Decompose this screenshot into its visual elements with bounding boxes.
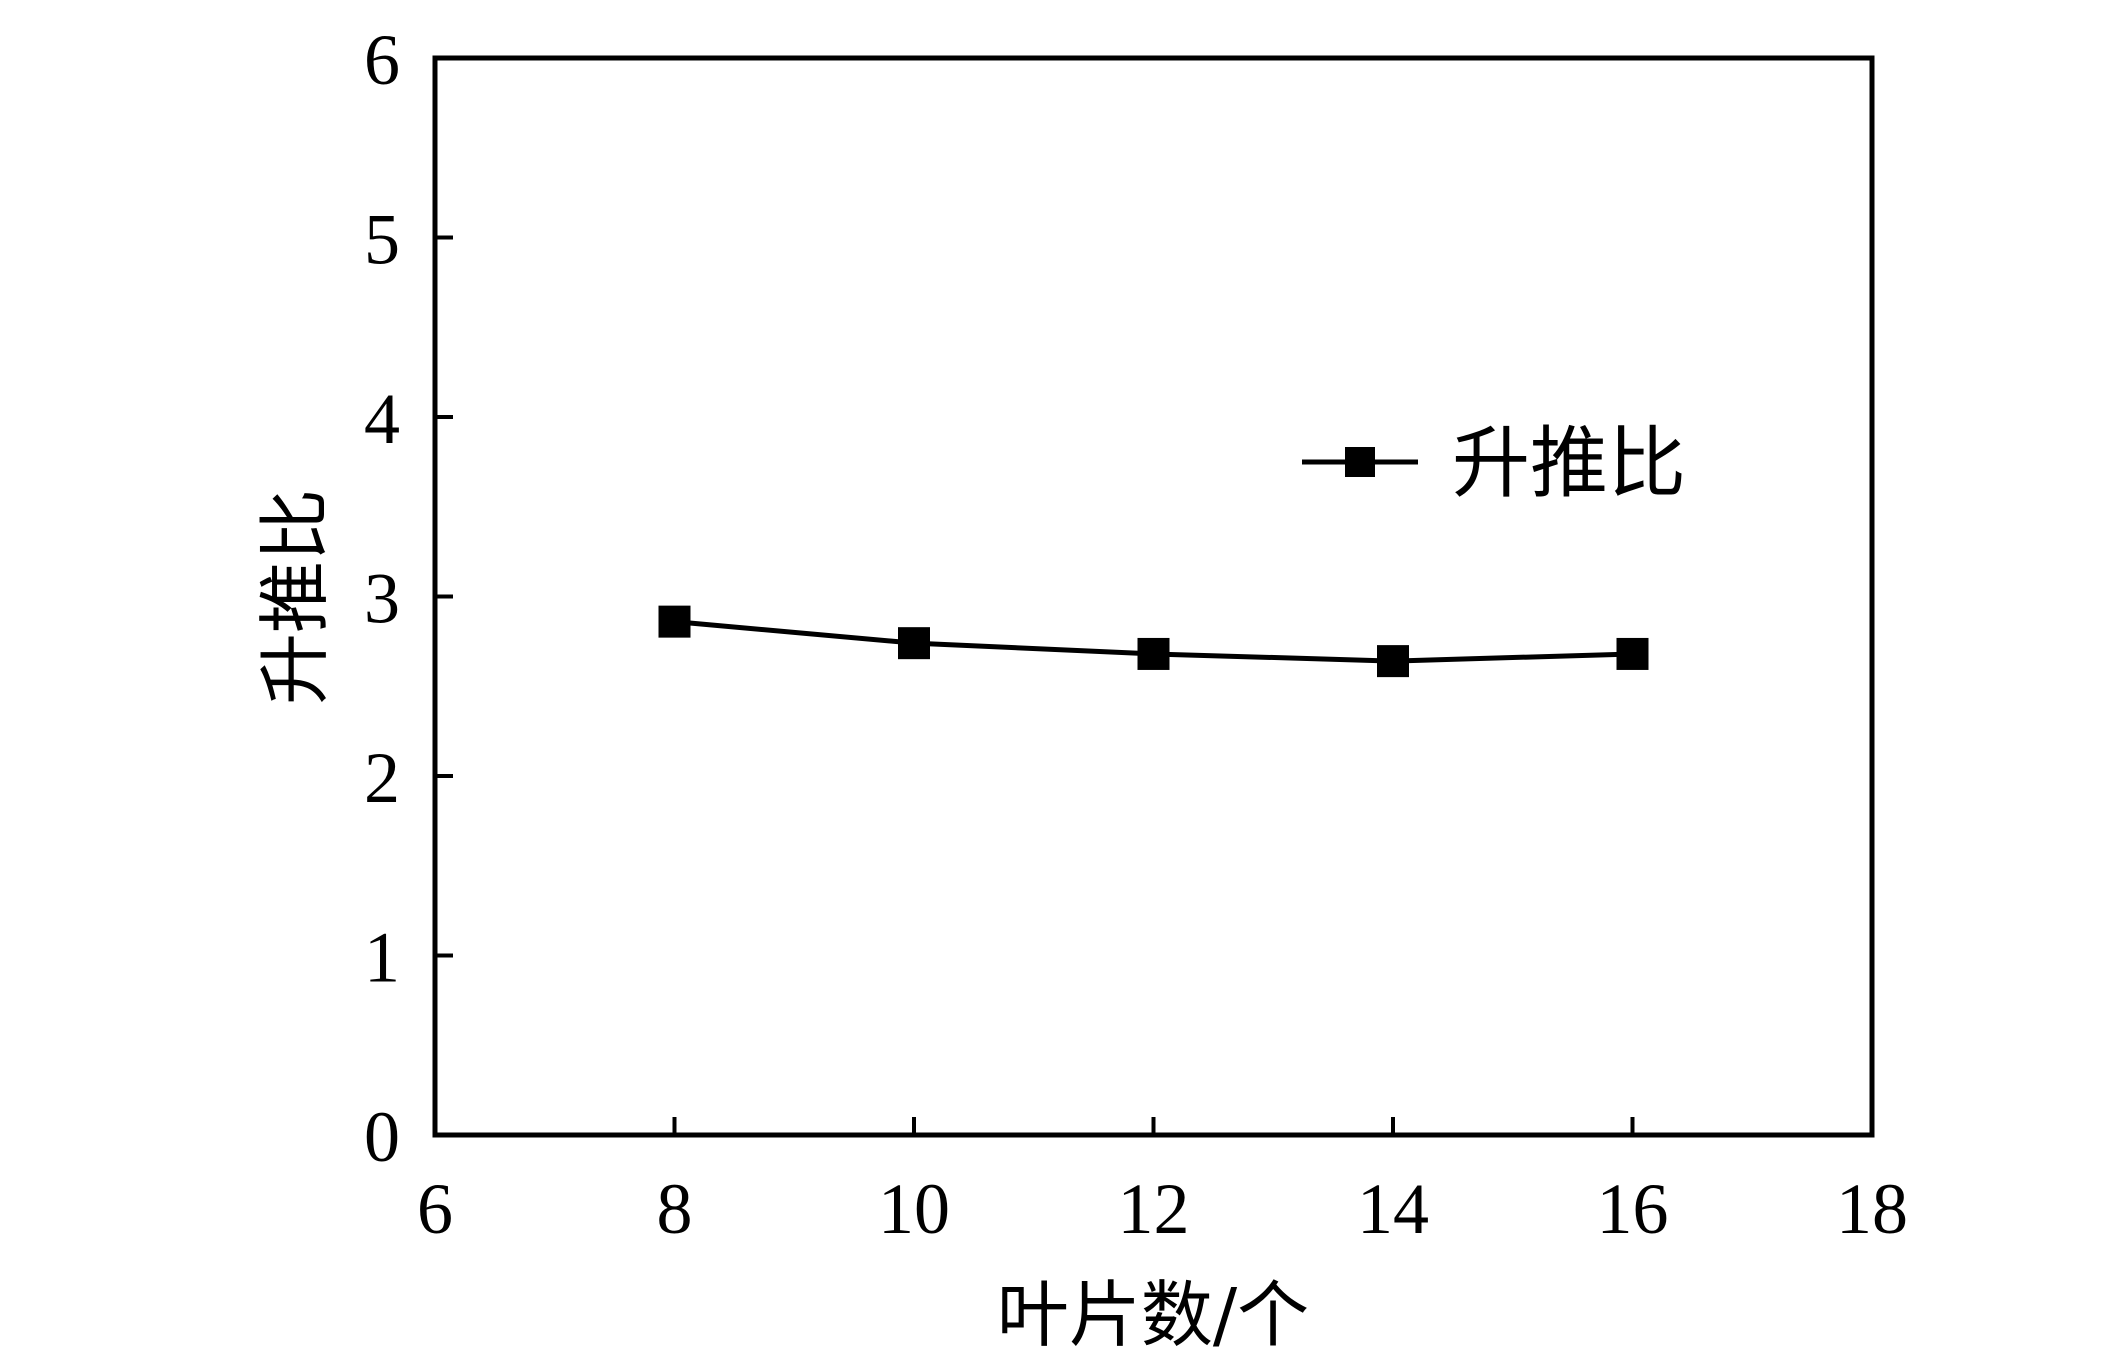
- legend: 升推比: [1302, 419, 1686, 509]
- data-point: [1377, 645, 1409, 678]
- y-tick-label: 0: [364, 1097, 400, 1177]
- y-tick-label: 4: [364, 379, 400, 459]
- data-point: [658, 605, 691, 638]
- x-tick-label: 12: [1118, 1169, 1190, 1249]
- y-axis-title: 升推比: [253, 489, 337, 705]
- x-tick-label: 8: [657, 1169, 693, 1249]
- x-axis: 6 8 10 12 14 16 18: [417, 1117, 1908, 1249]
- y-tick-label: 5: [364, 200, 400, 280]
- x-tick-label: 10: [878, 1169, 950, 1249]
- x-tick-label: 18: [1836, 1169, 1908, 1249]
- y-axis: 0 1 2 3 4 5 6: [364, 20, 453, 1177]
- x-axis-title: 叶片数/个: [997, 1273, 1309, 1357]
- y-tick-label: 3: [364, 559, 400, 639]
- data-point: [1137, 637, 1170, 670]
- legend-label: 升推比: [1452, 419, 1686, 509]
- data-point: [1616, 637, 1649, 670]
- y-tick-label: 2: [364, 738, 400, 818]
- y-tick-label: 1: [364, 918, 400, 998]
- series-layer: [658, 605, 1649, 678]
- x-tick-label: 6: [417, 1169, 453, 1249]
- data-point: [898, 627, 930, 660]
- y-tick-label: 6: [364, 20, 400, 100]
- x-tick-label: 14: [1357, 1169, 1429, 1249]
- legend-marker: [1345, 447, 1375, 477]
- x-tick-label: 16: [1597, 1169, 1669, 1249]
- plot-frame: [432, 55, 1875, 1138]
